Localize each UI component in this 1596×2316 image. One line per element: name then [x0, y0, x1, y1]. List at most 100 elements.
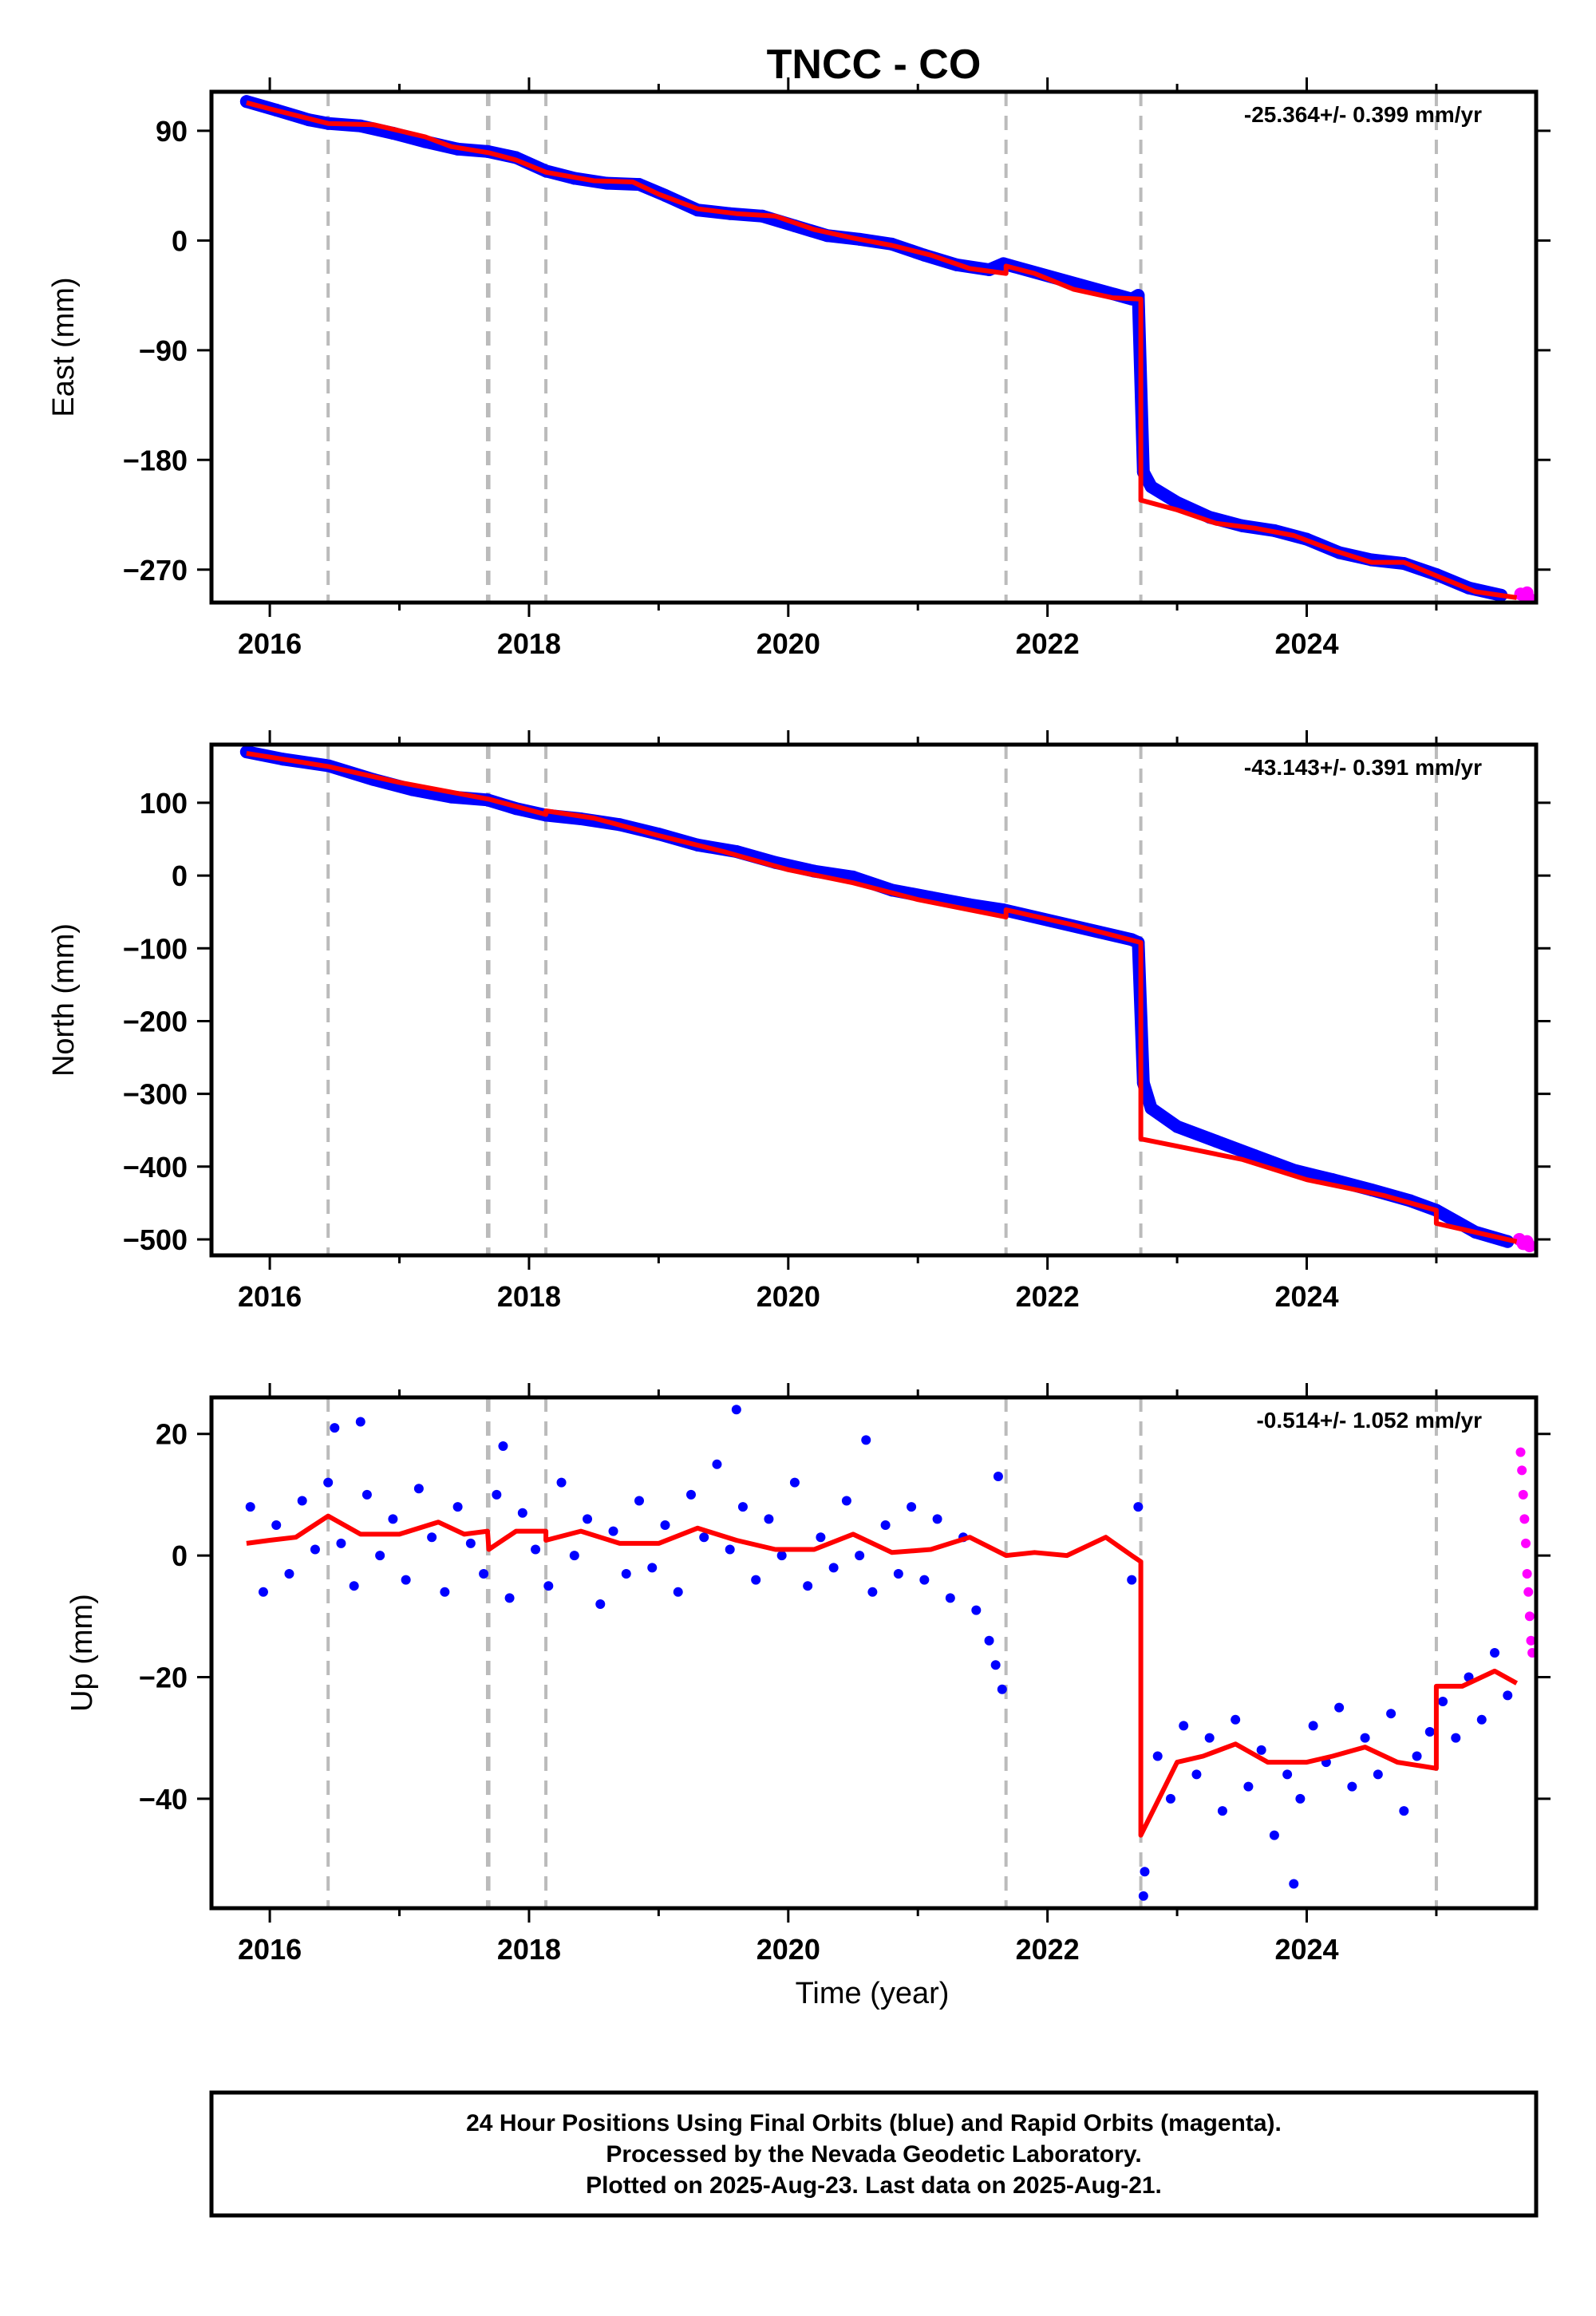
- model-line: [246, 750, 1518, 1244]
- rapid-orbit-point: [1518, 1489, 1528, 1500]
- x-tick-label: 2018: [497, 1933, 561, 1966]
- final-orbit-point: [1140, 1867, 1150, 1877]
- final-orbit-point: [1360, 1733, 1370, 1743]
- final-orbit-point: [330, 1423, 340, 1433]
- final-orbit-point: [919, 1575, 930, 1585]
- footer-frame: [209, 2090, 1539, 2218]
- y-tick-label: −40: [139, 1783, 188, 1816]
- east-panel: 2016 2018 2020 2022 2024 90 0 −90 −180 −270 East (…: [47, 77, 1551, 660]
- final-orbit-point: [1503, 1690, 1513, 1701]
- final-orbit-point: [1127, 1575, 1137, 1585]
- plot-frame: [209, 1395, 1539, 1911]
- final-orbit-band: [239, 745, 1515, 1248]
- final-orbit-point: [245, 1502, 255, 1512]
- y-tick-label: 0: [172, 860, 188, 892]
- final-orbit-point: [634, 1496, 645, 1506]
- final-orbit-point: [375, 1551, 385, 1561]
- final-orbit-point: [271, 1520, 282, 1530]
- final-orbit-point: [452, 1502, 463, 1512]
- final-orbit-point: [803, 1581, 813, 1591]
- final-orbit-point: [498, 1441, 508, 1451]
- y-tick-label: −500: [123, 1223, 188, 1256]
- final-orbit-point: [984, 1635, 994, 1646]
- rapid-orbit-point: [1523, 1239, 1536, 1253]
- final-orbit-point: [1269, 1830, 1279, 1840]
- y-tick-label: −180: [123, 444, 188, 476]
- plot-area: [239, 92, 1536, 603]
- footer-line-2: Processed by the Nevada Geodetic Laborat…: [606, 2141, 1141, 2168]
- final-orbit-point: [997, 1684, 1007, 1694]
- final-orbit-point: [1231, 1714, 1241, 1725]
- final-orbit-point: [621, 1568, 631, 1579]
- final-orbit-point: [673, 1587, 683, 1597]
- final-orbit-point: [1179, 1721, 1189, 1731]
- y-tick-label: −400: [123, 1151, 188, 1184]
- final-orbit-point: [413, 1484, 424, 1494]
- y-tick-label: −100: [123, 932, 188, 965]
- final-orbit-point: [401, 1575, 411, 1585]
- final-orbit-point: [907, 1502, 917, 1512]
- final-orbit-point: [361, 1489, 372, 1500]
- x-tick-label: 2016: [238, 1280, 302, 1313]
- x-tick-label: 2024: [1274, 1280, 1338, 1313]
- plot-frame: [209, 742, 1539, 1258]
- final-orbit-point: [427, 1532, 437, 1543]
- final-orbit-point: [517, 1508, 527, 1518]
- rapid-orbit-point: [1526, 1635, 1536, 1646]
- y-tick-label: −270: [123, 554, 188, 587]
- final-orbit-point: [855, 1551, 865, 1561]
- x-tick-label: 2024: [1274, 1933, 1338, 1966]
- final-orbit-point: [1412, 1751, 1422, 1761]
- final-orbit-point: [1152, 1751, 1163, 1761]
- final-orbit-point: [932, 1514, 942, 1524]
- final-orbit-point: [867, 1587, 878, 1597]
- rapid-orbit-point: [1515, 1447, 1526, 1457]
- final-orbit-point: [1373, 1769, 1383, 1780]
- final-orbit-point: [556, 1477, 567, 1488]
- y-axis-label: North (mm): [47, 923, 81, 1077]
- final-orbit-point: [1243, 1781, 1254, 1792]
- final-orbit-point: [1386, 1709, 1396, 1719]
- final-orbit-point: [1476, 1714, 1487, 1725]
- final-orbit-point: [841, 1496, 851, 1506]
- rapid-orbit-point: [1519, 1514, 1530, 1524]
- y-tick-label: 90: [156, 115, 188, 148]
- model-line: [246, 100, 1518, 600]
- plot-area: [245, 1397, 1536, 1908]
- final-orbit-point: [1334, 1702, 1345, 1713]
- final-orbit-point: [660, 1520, 670, 1530]
- final-orbit-point: [647, 1563, 658, 1573]
- final-orbit-point: [1424, 1727, 1435, 1737]
- final-orbit-point: [712, 1459, 722, 1469]
- final-orbit-point: [731, 1405, 741, 1415]
- final-orbit-point: [725, 1544, 735, 1555]
- rapid-orbit-point: [1524, 1611, 1535, 1622]
- rapid-orbit-point: [1517, 1465, 1527, 1476]
- y-tick-label: 100: [140, 787, 188, 820]
- final-orbit-point: [440, 1587, 450, 1597]
- final-orbit-point: [258, 1587, 268, 1597]
- x-tick-label: 2020: [757, 1280, 820, 1313]
- final-orbit-point: [323, 1477, 334, 1488]
- y-tick-label: 0: [172, 224, 188, 257]
- final-orbit-point: [1308, 1721, 1318, 1731]
- final-orbit-band: [239, 95, 1508, 602]
- x-tick-label: 2020: [757, 627, 820, 660]
- rapid-orbit-point: [1527, 1648, 1536, 1658]
- final-orbit-point: [465, 1538, 476, 1548]
- footer-line-3: Plotted on 2025-Aug-23. Last data on 202…: [586, 2172, 1162, 2199]
- final-orbit-point: [531, 1544, 541, 1555]
- final-orbit-point: [993, 1472, 1003, 1482]
- final-orbit-point: [504, 1593, 515, 1603]
- rate-label: -0.514+/- 1.052 mm/yr: [1256, 1408, 1482, 1433]
- final-orbit-point: [1165, 1793, 1175, 1804]
- north-panel: 2016 2018 2020 2022 2024 100 0 −100 −200 −300 −400…: [47, 730, 1551, 1313]
- final-orbit-point: [816, 1532, 826, 1543]
- y-tick-label: −20: [139, 1661, 188, 1694]
- final-orbit-point: [543, 1581, 554, 1591]
- final-orbit-point: [1282, 1769, 1293, 1780]
- final-orbit-point: [1204, 1733, 1215, 1743]
- x-tick-label: 2022: [1016, 1933, 1080, 1966]
- rate-label: -25.364+/- 0.399 mm/yr: [1244, 102, 1482, 127]
- final-orbit-point: [336, 1538, 346, 1548]
